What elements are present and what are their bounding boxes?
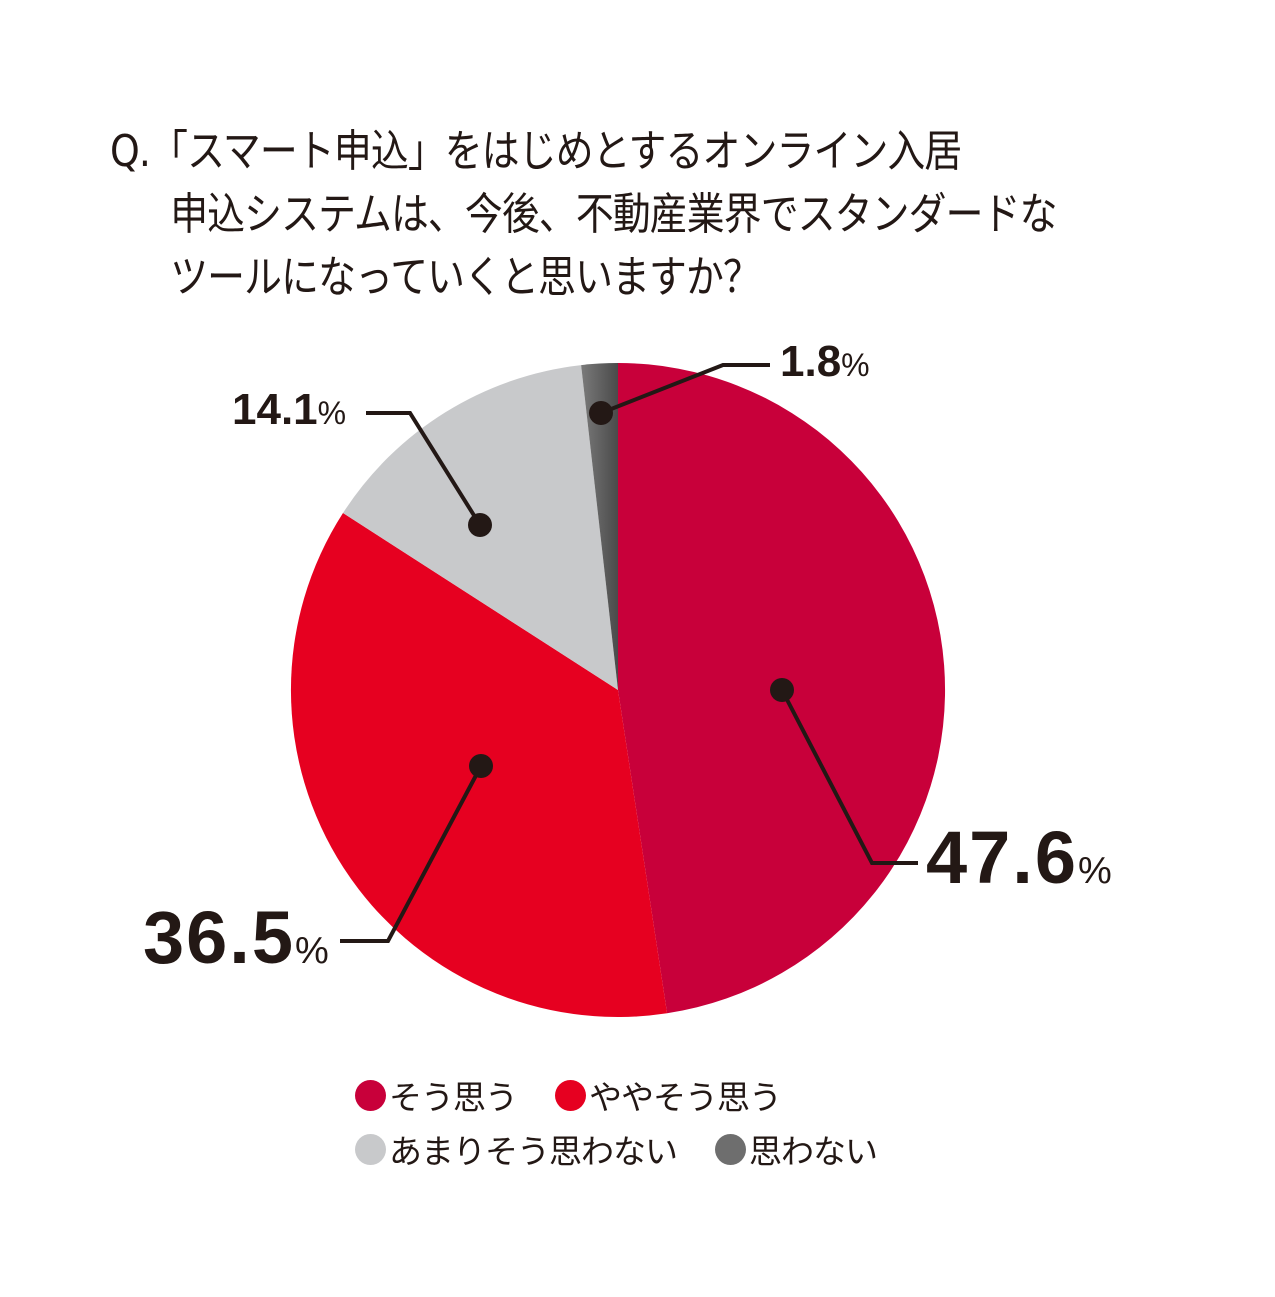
leader-line-somewhat-disagree <box>366 411 482 527</box>
marker-dot-disagree <box>589 401 613 425</box>
label-somewhat-agree: 36.5% <box>143 896 329 979</box>
legend-dot-icon <box>715 1133 746 1165</box>
legend-row-1: そう思う ややそう思う <box>355 1068 915 1122</box>
slice-disagree <box>581 363 618 690</box>
leader-line-disagree <box>600 363 770 415</box>
marker-dot-strongly-agree <box>770 678 794 702</box>
leader-line-strongly-agree <box>780 689 918 865</box>
label-somewhat-disagree: 14.1% <box>232 385 347 434</box>
legend-item-disagree: 思わない <box>715 1125 878 1173</box>
label-disagree: 1.8% <box>780 337 870 386</box>
legend: そう思う ややそう思う あまりそう思わない 思わない <box>355 1068 915 1176</box>
legend-item-somewhat-disagree: あまりそう思わない <box>355 1125 678 1173</box>
legend-item-somewhat-agree: ややそう思う <box>555 1071 782 1119</box>
question-line-2: 申込システムは、今後、不動産業界でスタンダードな <box>170 189 1057 240</box>
label-strongly-agree: 47.6% <box>926 816 1112 899</box>
legend-item-strongly-agree: そう思う <box>355 1071 518 1119</box>
leader-line-somewhat-agree <box>340 765 483 943</box>
legend-dot-icon <box>355 1133 386 1165</box>
legend-row-2: あまりそう思わない 思わない <box>355 1122 915 1176</box>
question-line-1: Q.「スマート申込」をはじめとするオンライン入居 <box>110 126 962 177</box>
legend-dot-icon <box>355 1079 386 1111</box>
question-title: Q.「スマート申込」をはじめとするオンライン入居 申込システムは、今後、不動産業… <box>110 120 1190 309</box>
marker-dot-somewhat-agree <box>469 754 493 778</box>
question-line-3: ツールになっていくと思いますか？ <box>170 252 761 303</box>
marker-dot-somewhat-disagree <box>468 513 492 537</box>
legend-dot-icon <box>555 1079 586 1111</box>
